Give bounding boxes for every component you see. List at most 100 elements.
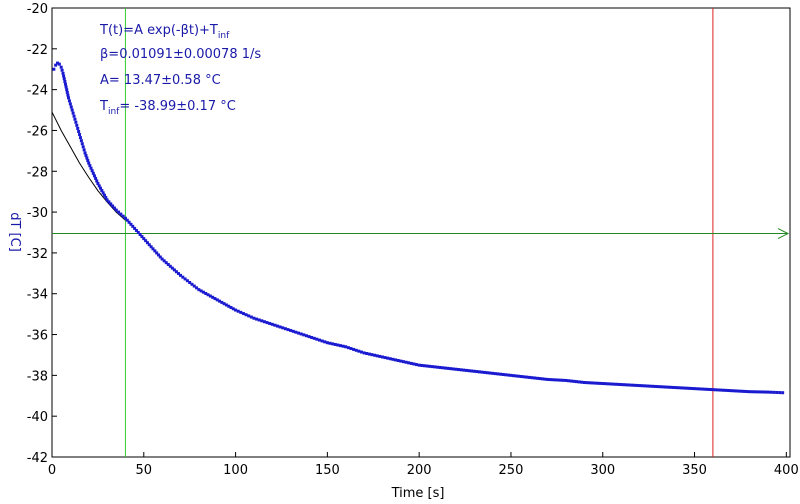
data-point	[160, 257, 164, 261]
data-point-fill	[286, 328, 290, 332]
data-point-fill	[449, 367, 453, 371]
data-point-fill	[181, 275, 185, 279]
baseline-arrow-icon	[777, 228, 790, 239]
data-point-fill	[422, 364, 426, 368]
data-point-fill	[262, 320, 266, 324]
data-point	[748, 390, 752, 394]
data-point-fill	[89, 166, 93, 170]
data-series	[51, 61, 785, 395]
data-point	[781, 391, 785, 395]
data-point-fill	[664, 385, 668, 389]
data-point-fill	[575, 380, 579, 384]
data-point-fill	[585, 381, 589, 385]
data-point-fill	[100, 189, 104, 193]
data-point-fill	[540, 377, 544, 381]
data-point-fill	[91, 171, 95, 175]
data-point-fill	[433, 365, 437, 369]
data-point-fill	[737, 389, 741, 393]
data-point-fill	[359, 350, 363, 354]
data-point	[72, 114, 76, 118]
data-point-fill	[627, 383, 631, 387]
data-point-fill	[538, 377, 542, 381]
data-point	[54, 63, 58, 67]
data-point-fill	[488, 371, 492, 375]
data-point-fill	[653, 384, 657, 388]
data-point-fill	[97, 184, 101, 188]
data-point-fill	[404, 360, 408, 364]
data-point-fill	[62, 77, 66, 81]
data-point-fill	[239, 310, 243, 314]
data-point-fill	[86, 159, 90, 163]
data-point-fill	[514, 374, 518, 378]
data-point-fill	[294, 330, 298, 334]
data-point-fill	[304, 334, 308, 338]
data-point-fill	[635, 383, 639, 387]
data-point-fill	[677, 386, 681, 390]
data-point	[65, 88, 69, 92]
data-point-fill	[149, 245, 153, 249]
data-point-fill	[535, 376, 539, 380]
data-point-fill	[643, 384, 647, 388]
data-point-fill	[493, 372, 497, 376]
data-point-fill	[82, 148, 86, 152]
data-point-fill	[276, 324, 280, 328]
data-point-fill	[119, 212, 123, 216]
data-point	[76, 126, 80, 130]
data-point	[289, 328, 293, 332]
data-point-fill	[475, 370, 479, 374]
data-point-fill	[522, 375, 526, 379]
data-point-fill	[71, 111, 75, 115]
data-point-fill	[260, 319, 264, 323]
data-point-fill	[244, 313, 248, 317]
data-point	[133, 226, 137, 230]
data-point-fill	[588, 381, 592, 385]
data-point-fill	[430, 365, 434, 369]
data-point-fill	[104, 196, 108, 200]
x-tick-label: 50	[136, 463, 153, 478]
data-point-fill	[111, 204, 115, 208]
data-point	[179, 273, 183, 277]
data-point-fill	[630, 383, 634, 387]
data-point-fill	[323, 340, 327, 344]
data-point	[454, 367, 458, 371]
data-point	[399, 359, 403, 363]
data-point-fill	[70, 108, 74, 112]
data-point-fill	[229, 306, 233, 310]
data-point	[234, 308, 238, 312]
data-point-fill	[341, 344, 345, 348]
data-point-fill	[622, 383, 626, 387]
data-point-fill	[349, 347, 353, 351]
data-point-fill	[183, 277, 187, 281]
data-point-fill	[734, 389, 738, 393]
data-point-fill	[373, 353, 377, 357]
data-point-fill	[211, 295, 215, 299]
data-point-fill	[147, 243, 151, 247]
data-point-fill	[231, 307, 235, 311]
data-point-fill	[559, 378, 563, 382]
data-point-fill	[134, 228, 138, 232]
data-point-fill	[706, 387, 710, 391]
data-point	[637, 384, 641, 388]
data-point-fill	[554, 378, 558, 382]
data-point	[197, 288, 201, 292]
y-tick-label: -30	[27, 206, 48, 221]
data-point-fill	[383, 356, 387, 360]
data-point-fill	[78, 136, 82, 140]
data-point-fill	[732, 389, 736, 393]
data-point-fill	[185, 279, 189, 283]
data-point-fill	[75, 123, 79, 127]
data-point	[693, 387, 697, 391]
data-point-fill	[512, 374, 516, 378]
data-point-fill	[195, 286, 199, 290]
data-point-fill	[190, 282, 194, 286]
data-point-fill	[170, 266, 174, 270]
data-point-fill	[222, 302, 226, 306]
data-point-fill	[206, 293, 210, 297]
data-point-fill	[388, 357, 392, 361]
data-point-fill	[74, 120, 78, 124]
data-point-fill	[758, 390, 762, 394]
data-point-fill	[107, 200, 111, 204]
y-tick-label: -22	[27, 43, 48, 58]
data-point-fill	[477, 370, 481, 374]
data-point-fill	[378, 354, 382, 358]
